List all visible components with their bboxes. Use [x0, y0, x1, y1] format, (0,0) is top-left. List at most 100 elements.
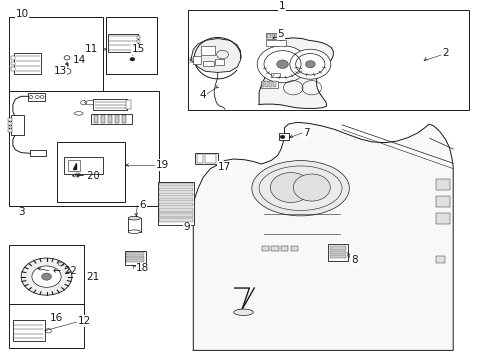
Bar	[11, 62, 15, 65]
Bar	[9, 304, 83, 348]
Bar	[8, 129, 12, 132]
Circle shape	[270, 172, 311, 202]
Bar	[435, 256, 445, 263]
Bar	[271, 73, 280, 77]
Bar	[435, 179, 449, 190]
Bar	[11, 115, 23, 135]
Bar	[101, 115, 105, 123]
Circle shape	[21, 258, 72, 295]
Bar	[267, 33, 270, 38]
Text: 11: 11	[85, 44, 98, 54]
Bar	[200, 46, 215, 55]
Bar	[159, 203, 192, 207]
Bar	[276, 33, 279, 38]
Text: 6: 6	[140, 201, 146, 210]
Bar	[194, 153, 218, 164]
Ellipse shape	[251, 161, 348, 216]
Bar	[91, 114, 132, 124]
Bar	[266, 33, 280, 39]
Bar	[68, 161, 80, 171]
Circle shape	[41, 273, 51, 280]
Bar	[269, 81, 272, 87]
Text: 16: 16	[49, 313, 62, 323]
Bar	[115, 115, 119, 123]
Bar	[260, 81, 277, 88]
Bar	[126, 256, 144, 258]
Bar	[159, 183, 192, 186]
Ellipse shape	[128, 230, 140, 234]
Polygon shape	[259, 38, 332, 108]
Bar	[159, 213, 192, 217]
Text: 3: 3	[18, 207, 24, 217]
Bar	[329, 246, 346, 250]
Circle shape	[40, 96, 44, 98]
Bar	[13, 320, 44, 342]
Text: 1: 1	[278, 1, 285, 12]
Text: 17: 17	[217, 162, 230, 172]
Bar	[8, 118, 12, 121]
Bar	[9, 245, 83, 307]
Bar	[271, 246, 278, 251]
Bar	[271, 33, 275, 38]
Circle shape	[289, 49, 330, 79]
Bar	[215, 59, 224, 65]
Bar	[435, 213, 449, 224]
Ellipse shape	[233, 309, 253, 315]
Bar	[278, 133, 289, 140]
Bar	[193, 57, 200, 63]
Bar	[126, 100, 131, 109]
Bar	[30, 150, 45, 156]
Polygon shape	[190, 39, 240, 72]
Bar	[137, 46, 140, 49]
Circle shape	[35, 96, 39, 98]
Bar	[203, 61, 213, 66]
Bar	[435, 196, 449, 207]
Bar	[27, 93, 44, 101]
Bar	[8, 126, 12, 129]
Bar	[122, 115, 125, 123]
Text: 15: 15	[131, 44, 144, 54]
Text: 12: 12	[78, 316, 91, 326]
Bar	[273, 81, 276, 87]
Bar	[329, 251, 346, 254]
Bar	[8, 122, 12, 125]
Bar	[11, 57, 15, 60]
Text: 7: 7	[303, 128, 309, 138]
Circle shape	[293, 174, 330, 201]
Bar	[159, 193, 192, 196]
Text: 18: 18	[136, 264, 149, 274]
Ellipse shape	[128, 216, 140, 220]
Bar	[261, 81, 264, 87]
Bar	[125, 251, 145, 265]
Circle shape	[280, 135, 285, 139]
Bar	[159, 218, 192, 222]
Bar	[108, 33, 138, 52]
Bar	[137, 40, 140, 43]
Text: ← 22: ← 22	[53, 266, 77, 276]
Text: 10: 10	[15, 9, 28, 19]
Bar	[158, 182, 194, 225]
Text: 14: 14	[73, 55, 86, 65]
Text: ← 20: ← 20	[76, 171, 100, 181]
Bar	[57, 142, 125, 202]
Bar	[290, 246, 298, 251]
Text: 2: 2	[441, 48, 447, 58]
Bar	[105, 17, 157, 74]
Text: 21: 21	[86, 272, 99, 282]
Circle shape	[32, 266, 61, 287]
Circle shape	[276, 60, 288, 68]
Bar	[329, 255, 346, 258]
Bar	[94, 115, 98, 123]
Bar	[188, 10, 468, 110]
Text: 9: 9	[183, 222, 190, 233]
Text: 19: 19	[156, 160, 169, 170]
Text: 5: 5	[277, 29, 284, 39]
Bar	[9, 91, 159, 206]
Circle shape	[257, 46, 307, 83]
Bar	[159, 188, 192, 191]
Bar	[328, 244, 347, 261]
Bar	[14, 53, 41, 74]
Text: 8: 8	[350, 255, 357, 265]
Circle shape	[305, 60, 315, 68]
Bar	[265, 81, 268, 87]
